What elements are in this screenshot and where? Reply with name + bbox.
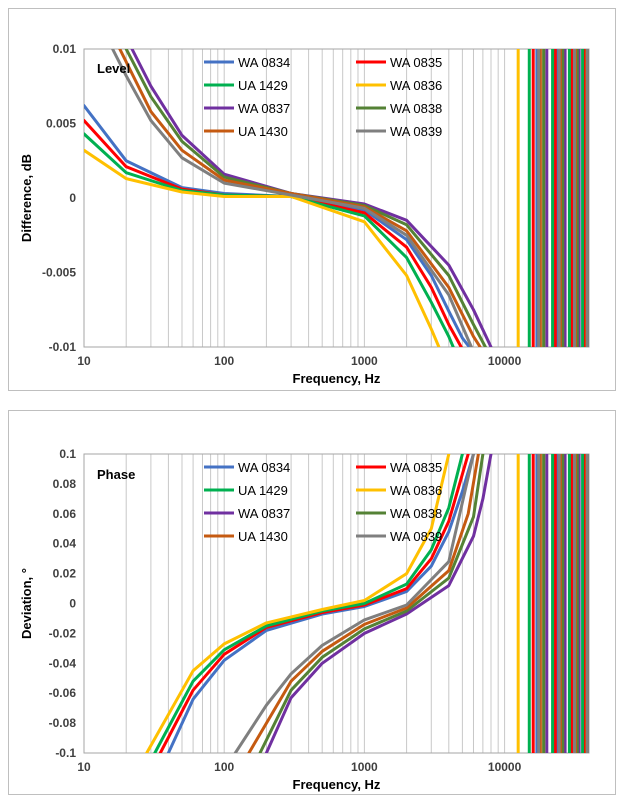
phase-chart: 0.1 0.08 0.06 0.04 0.02 0 -0.02 -0.04 -0.06 -0.08… — [19, 447, 590, 792]
series-line — [166, 454, 475, 753]
legend-label: UA 1429 — [238, 78, 288, 93]
series-line — [247, 454, 480, 753]
x-tick-label: 10 — [77, 760, 91, 774]
legend-label: WA 0835 — [390, 460, 442, 475]
legend-label: WA 0837 — [238, 506, 290, 521]
x-tick-label: 100 — [214, 760, 234, 774]
series-line — [84, 132, 455, 347]
y-tick-label: 0.005 — [46, 117, 76, 131]
y-tick-label: 0 — [69, 191, 76, 205]
y-tick-label: -0.005 — [42, 266, 76, 280]
plot-area — [83, 453, 590, 754]
legend-label: WA 0839 — [390, 529, 442, 544]
legend: WA 0834 WA 0835 UA 1429 WA 0836 WA 0837 WA 08… — [204, 55, 442, 139]
x-axis-title: Frequency, Hz — [293, 371, 381, 386]
y-tick-label: -0.08 — [49, 716, 77, 730]
series-line — [233, 454, 475, 753]
series-line — [264, 454, 493, 753]
grid — [83, 454, 590, 753]
y-tick-label: 0.08 — [53, 477, 77, 491]
panel-label: Level — [97, 61, 130, 76]
level-chart-panel: 0.01 0.005 0 -0.005 -0.01 10 100 1000 10000 Frequ… — [8, 8, 616, 391]
x-tick-label: 10 — [77, 354, 91, 368]
x-tick-label: 10000 — [488, 354, 522, 368]
x-tick-label: 1000 — [351, 760, 378, 774]
legend-label: WA 0836 — [390, 78, 442, 93]
legend-label: UA 1429 — [238, 483, 288, 498]
series-group — [145, 454, 589, 753]
legend-label: WA 0836 — [390, 483, 442, 498]
y-tick-label: 0 — [69, 597, 76, 611]
y-tick-label: 0.02 — [53, 567, 77, 581]
x-tick-label: 10000 — [488, 760, 522, 774]
plot-area — [83, 48, 590, 348]
series-line — [153, 454, 464, 753]
legend-label: WA 0837 — [238, 101, 290, 116]
legend-label: WA 0838 — [390, 506, 442, 521]
series-line — [84, 148, 441, 347]
legend-label: WA 0834 — [238, 460, 290, 475]
y-tick-label: 0.01 — [53, 42, 77, 56]
legend-label: WA 0838 — [390, 101, 442, 116]
x-tick-label: 1000 — [351, 354, 378, 368]
legend-label: UA 1430 — [238, 529, 288, 544]
x-tick-label: 100 — [214, 354, 234, 368]
legend-label: WA 0835 — [390, 55, 442, 70]
y-tick-label: -0.02 — [49, 626, 77, 640]
panel-label: Phase — [97, 467, 135, 482]
legend-label: WA 0839 — [390, 124, 442, 139]
legend-label: WA 0834 — [238, 55, 290, 70]
y-tick-label: -0.01 — [49, 340, 77, 354]
y-tick-label: -0.04 — [49, 656, 77, 670]
legend: WA 0834 WA 0835 UA 1429 WA 0836 WA 0837 WA 08… — [204, 460, 442, 544]
x-axis-title: Frequency, Hz — [293, 777, 381, 792]
y-tick-label: 0.1 — [59, 447, 76, 461]
series-group — [84, 49, 589, 347]
y-tick-label: 0.04 — [53, 537, 77, 551]
series-line — [145, 454, 451, 753]
y-axis-title: Deviation, ° — [19, 568, 34, 639]
y-tick-label: -0.1 — [55, 746, 76, 760]
series-line — [258, 454, 485, 753]
series-line — [111, 49, 473, 347]
legend-label: UA 1430 — [238, 124, 288, 139]
grid — [83, 49, 590, 347]
y-tick-label: 0.06 — [53, 507, 77, 521]
y-tick-label: -0.06 — [49, 686, 77, 700]
phase-chart-panel: 0.1 0.08 0.06 0.04 0.02 0 -0.02 -0.04 -0.06 -0.08… — [8, 410, 616, 795]
y-axis-title: Difference, dB — [19, 154, 34, 242]
